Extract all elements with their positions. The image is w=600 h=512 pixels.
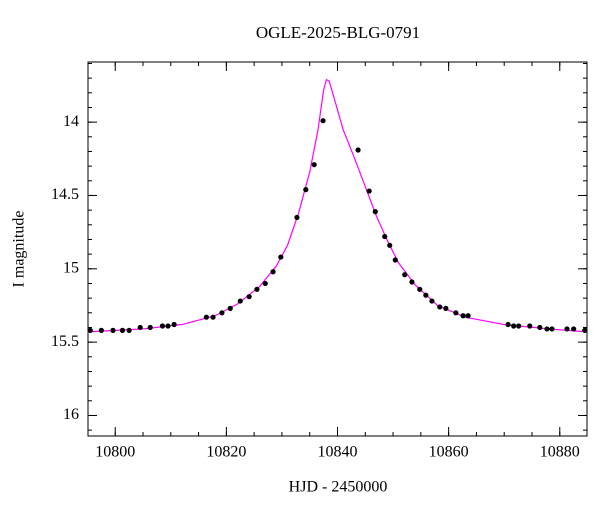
data-point <box>227 305 233 311</box>
data-point <box>98 327 104 333</box>
data-point <box>219 310 225 316</box>
data-point <box>171 321 177 328</box>
data-point <box>527 323 533 329</box>
data-point <box>311 162 317 168</box>
data-point <box>246 294 252 300</box>
x-tick-label: 10880 <box>540 444 580 461</box>
data-point <box>537 324 543 331</box>
data-point <box>511 323 517 329</box>
x-tick-label: 10800 <box>95 444 135 461</box>
y-axis-label: I magnitude <box>11 211 28 288</box>
data-point <box>110 327 116 333</box>
data-point <box>505 321 511 328</box>
data-point <box>366 188 372 194</box>
data-point <box>516 323 522 329</box>
data-point <box>417 286 423 292</box>
data-point <box>443 305 449 311</box>
data-point <box>549 326 555 332</box>
y-tick-label: 16 <box>63 406 79 423</box>
data-point <box>409 279 415 285</box>
data-point <box>564 326 570 332</box>
data-point <box>437 304 443 310</box>
data-point <box>544 326 550 332</box>
data-point <box>429 298 435 304</box>
y-tick-label: 14 <box>63 113 79 130</box>
x-tick-label: 10840 <box>318 444 358 461</box>
plot-frame <box>87 61 588 437</box>
data-point <box>382 233 388 240</box>
y-tick-label: 14.5 <box>51 186 79 203</box>
data-point <box>237 298 243 304</box>
data-point <box>262 280 268 287</box>
x-tick-label: 10860 <box>429 444 469 461</box>
data-point <box>294 214 300 221</box>
data-point <box>423 292 429 298</box>
model-curve <box>87 78 588 333</box>
data-point <box>372 209 378 215</box>
data-point <box>119 327 126 333</box>
data-point <box>392 257 398 263</box>
data-point <box>465 313 471 319</box>
data-point <box>147 324 153 331</box>
data-point <box>203 314 209 320</box>
data-point <box>355 147 361 153</box>
data-point <box>387 242 393 248</box>
y-tick-label: 15.5 <box>51 333 79 350</box>
data-point <box>402 272 408 278</box>
chart-title: OGLE-2025-BLG-0791 <box>256 23 420 42</box>
data-point <box>126 327 132 333</box>
data-point <box>270 269 276 275</box>
data-point <box>571 326 577 332</box>
data-point <box>453 310 459 316</box>
data-point <box>320 118 326 124</box>
data-point <box>303 187 309 193</box>
data-point <box>278 254 284 260</box>
data-point <box>460 313 466 319</box>
data-point <box>87 327 93 333</box>
data-point <box>582 327 588 333</box>
data-point <box>165 323 171 329</box>
data-point <box>210 314 216 320</box>
x-axis-label: HJD - 2450000 <box>289 479 388 496</box>
data-point <box>137 324 143 331</box>
y-tick-label: 15 <box>63 259 79 276</box>
data-point <box>254 286 260 292</box>
x-tick-label: 10820 <box>206 444 246 461</box>
data-point <box>159 323 166 329</box>
